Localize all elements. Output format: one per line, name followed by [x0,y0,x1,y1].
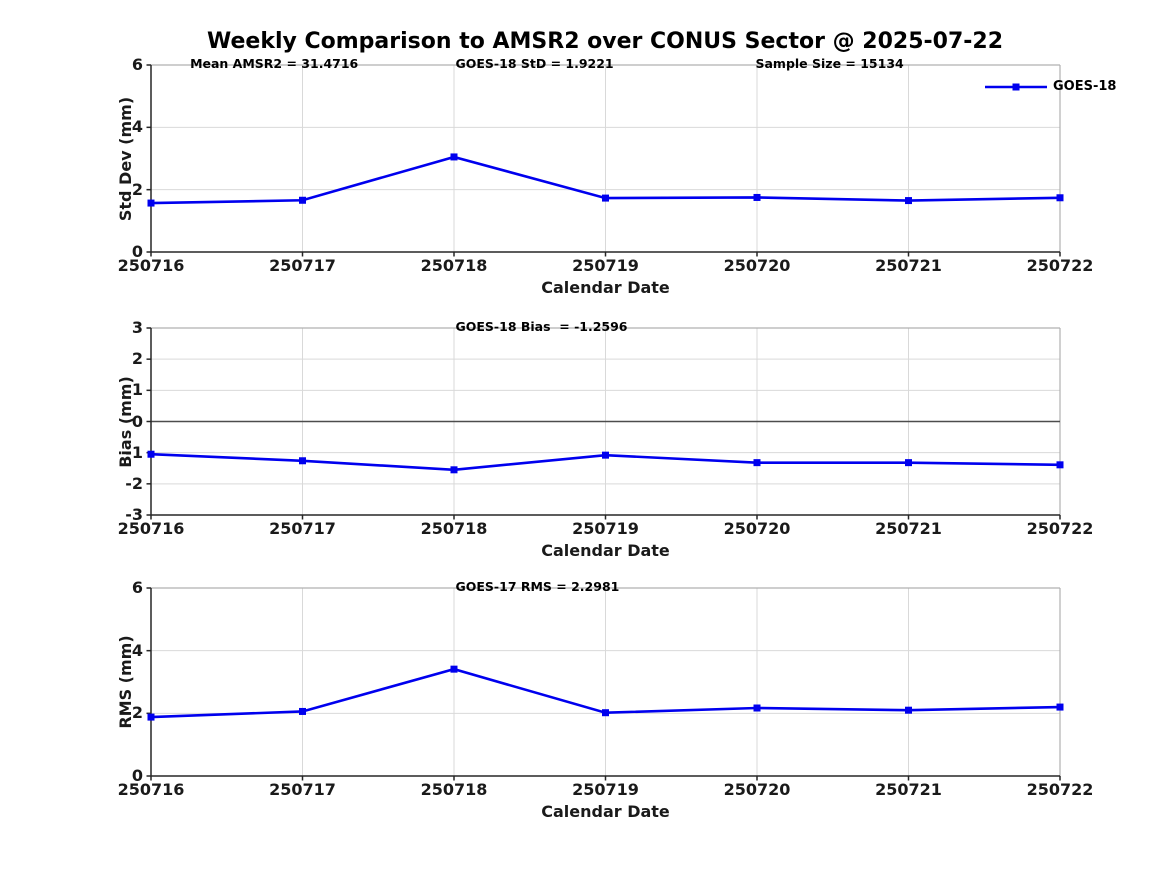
data-point-marker [1056,461,1064,469]
y-axis-label-bias: Bias (mm) [116,375,135,468]
annotation-std-dev-1: GOES-18 StD = 1.9221 [455,56,614,71]
y-tick-label: 0 [131,411,143,431]
y-tick-label: 1 [131,380,143,400]
y-tick-label: 3 [131,318,143,337]
data-point-marker [1056,703,1064,711]
x-axis-label: Calendar Date [541,278,670,297]
x-tick-label: 250718 [420,256,488,275]
annotation-std-dev-0: Mean AMSR2 = 31.4716 [190,56,359,71]
x-tick-label: 250720 [723,256,791,275]
y-tick-label: -1 [125,442,143,462]
x-axis-label: Calendar Date [541,802,670,821]
data-point-marker [1056,194,1064,202]
x-tick-label: 250721 [875,519,942,538]
x-tick-label: 250720 [723,780,791,799]
x-tick-label: 250722 [1026,256,1094,275]
y-tick-label: 6 [131,55,143,74]
data-point-marker [602,451,609,459]
legend-marker-sample [1012,83,1020,91]
data-point-marker [905,459,912,467]
x-tick-label: 250717 [269,519,336,538]
y-tick-label: 4 [131,640,143,660]
x-tick-label: 250717 [269,256,336,275]
annotation-bias-0: GOES-18 Bias = -1.2596 [455,319,628,334]
x-tick-label: 250719 [572,780,639,799]
y-tick-label: 0 [131,242,143,261]
data-point-marker [753,459,761,467]
data-point-marker [450,665,458,673]
x-tick-label: 250719 [572,519,639,538]
x-tick-label: 250716 [117,256,185,275]
y-axis-label-std-dev: Std Dev (mm) [116,96,135,221]
data-point-marker [147,450,155,458]
x-tick-label: 250721 [875,256,942,275]
data-point-marker [299,707,306,715]
y-tick-label: -3 [125,505,143,524]
data-point-marker [905,706,912,714]
x-axis-label: Calendar Date [541,541,670,560]
data-point-marker [147,199,155,207]
data-point-marker [450,466,458,474]
data-point-marker [299,457,306,465]
data-point-marker [450,153,458,161]
x-tick-label: 250720 [723,519,791,538]
data-point-marker [905,197,912,205]
y-tick-label: 4 [131,117,143,137]
x-tick-label: 250722 [1026,780,1094,799]
annotation-std-dev-2: Sample Size = 15134 [755,56,904,71]
x-tick-label: 250721 [875,780,942,799]
y-axis-label-rms: RMS (mm) [116,635,135,729]
y-tick-label: 2 [131,703,143,723]
y-tick-label: 2 [131,349,143,369]
y-tick-label: -2 [125,473,143,493]
x-tick-label: 250716 [117,519,185,538]
legend-label: GOES-18 [1053,79,1117,94]
y-tick-label: 2 [131,179,143,199]
data-point-marker [299,196,306,204]
data-point-marker [602,709,609,717]
x-tick-label: 250718 [420,780,488,799]
x-tick-label: 250716 [117,780,185,799]
x-tick-label: 250717 [269,780,336,799]
data-point-marker [753,704,761,712]
x-tick-label: 250722 [1026,519,1094,538]
annotation-rms-0: GOES-17 RMS = 2.2981 [455,579,620,594]
data-point-marker [602,194,609,202]
x-tick-label: 250718 [420,519,488,538]
data-point-marker [753,193,761,201]
data-point-marker [147,713,155,721]
y-tick-label: 6 [131,578,143,597]
y-tick-label: 0 [131,766,143,785]
x-tick-label: 250719 [572,256,639,275]
figure-title: Weekly Comparison to AMSR2 over CONUS Se… [207,29,1003,54]
